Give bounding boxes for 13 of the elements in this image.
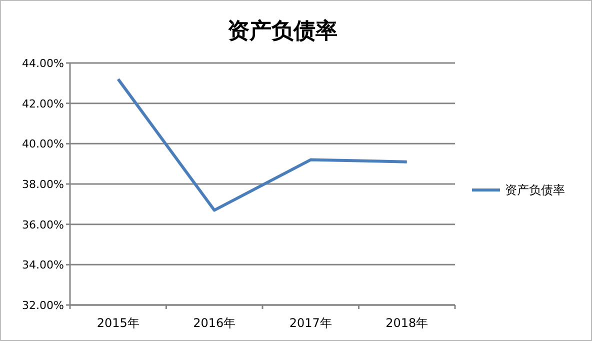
y-tick-label: 40.00% xyxy=(22,138,64,151)
y-tick-label: 32.00% xyxy=(22,299,64,312)
x-tick-label: 2016年 xyxy=(193,316,236,330)
y-tick-label: 34.00% xyxy=(22,258,64,272)
x-tick-label: 2018年 xyxy=(386,316,428,330)
y-tick-label: 36.00% xyxy=(22,218,64,232)
x-tick-label: 2015年 xyxy=(96,316,140,330)
y-tick-label: 42.00% xyxy=(22,97,64,110)
chart-title: 资产负债率 xyxy=(228,18,338,44)
x-tick-label: 2017年 xyxy=(289,316,332,330)
y-tick-label: 38.00% xyxy=(22,178,64,191)
legend-label: 资产负债率 xyxy=(505,183,565,197)
y-tick-label: 44.00% xyxy=(22,57,64,70)
